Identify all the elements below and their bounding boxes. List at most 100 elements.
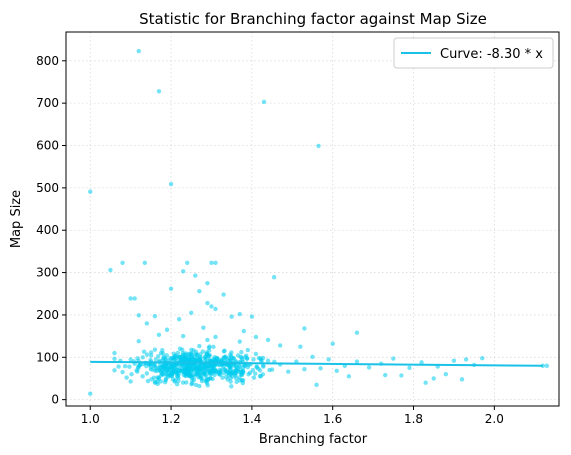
data-point — [203, 379, 209, 384]
data-point — [213, 334, 218, 340]
data-point — [205, 280, 210, 286]
data-point — [200, 366, 205, 372]
data-point — [261, 99, 267, 105]
data-point — [459, 377, 465, 382]
data-point — [180, 269, 186, 274]
data-point — [135, 364, 141, 370]
y-tick-label: 500 — [36, 181, 59, 195]
data-point — [234, 367, 239, 373]
data-point — [180, 380, 186, 385]
data-point — [170, 376, 176, 382]
data-point — [207, 369, 212, 374]
data-point — [128, 296, 133, 301]
data-point — [193, 382, 199, 388]
data-point — [366, 365, 372, 370]
data-point — [203, 356, 208, 361]
y-tick-label: 300 — [36, 266, 59, 280]
data-point — [298, 344, 303, 349]
data-point — [197, 383, 202, 389]
data-point — [213, 260, 218, 266]
data-point — [216, 371, 222, 376]
data-point — [229, 314, 234, 319]
data-point — [170, 369, 175, 375]
data-point — [241, 328, 247, 334]
data-point — [245, 364, 251, 370]
data-point — [158, 379, 164, 384]
data-point — [383, 372, 388, 378]
y-tick-label: 100 — [36, 350, 59, 364]
data-point — [254, 364, 259, 369]
data-point — [239, 378, 245, 383]
data-point — [127, 364, 132, 369]
data-point — [142, 260, 147, 266]
data-point — [199, 376, 205, 382]
data-point — [399, 373, 404, 378]
data-point — [151, 375, 157, 380]
data-point — [221, 349, 227, 354]
data-point — [233, 363, 238, 368]
data-point — [209, 260, 214, 266]
data-point — [112, 350, 117, 356]
data-point — [175, 350, 181, 356]
data-point — [391, 356, 396, 361]
data-point — [181, 370, 187, 375]
data-point — [152, 314, 158, 319]
data-point — [215, 356, 220, 361]
data-point — [189, 366, 195, 371]
y-axis-label: Map Size — [9, 190, 24, 248]
data-point — [258, 374, 263, 379]
data-point — [148, 366, 154, 372]
data-point — [207, 365, 212, 371]
data-point — [197, 289, 202, 294]
data-point — [160, 348, 165, 353]
data-point — [128, 379, 133, 384]
data-point — [302, 326, 307, 331]
data-point — [88, 189, 93, 194]
data-point — [176, 316, 182, 322]
data-point — [116, 364, 121, 369]
y-tick-label: 0 — [51, 393, 59, 407]
data-point — [148, 353, 154, 358]
data-point — [201, 325, 206, 330]
data-point — [112, 356, 117, 361]
data-point — [152, 379, 158, 385]
data-point — [164, 327, 170, 332]
chart-title: Statistic for Branching factor against M… — [139, 10, 487, 28]
x-tick-label: 1.2 — [162, 412, 181, 426]
data-point — [185, 365, 190, 371]
data-point — [136, 313, 141, 318]
data-point — [192, 355, 198, 360]
data-point — [544, 363, 550, 368]
data-point — [168, 286, 174, 291]
x-axis-label: Branching factor — [259, 432, 368, 447]
data-point — [166, 370, 171, 375]
fit-line — [90, 360, 543, 367]
data-point — [271, 275, 277, 280]
data-point — [180, 333, 186, 339]
data-point — [120, 369, 125, 375]
data-point — [187, 372, 192, 378]
data-point — [144, 321, 150, 326]
x-tick-label: 2.0 — [485, 412, 504, 426]
data-point — [200, 349, 205, 354]
data-point — [112, 368, 117, 373]
data-point — [175, 364, 180, 369]
data-point — [172, 357, 177, 362]
data-point — [88, 391, 93, 396]
data-point — [148, 350, 154, 355]
data-point — [221, 292, 226, 297]
data-point — [140, 374, 145, 379]
data-point — [229, 384, 234, 389]
data-point — [286, 369, 291, 374]
data-point — [193, 273, 198, 278]
data-point — [145, 378, 151, 384]
data-point — [190, 380, 195, 386]
data-point — [176, 371, 181, 377]
data-point — [251, 375, 257, 380]
data-point — [144, 352, 150, 357]
data-point — [185, 357, 191, 363]
data-point — [330, 341, 335, 346]
data-point — [221, 355, 226, 360]
legend-label: Curve: -8.30 * x — [440, 47, 543, 62]
